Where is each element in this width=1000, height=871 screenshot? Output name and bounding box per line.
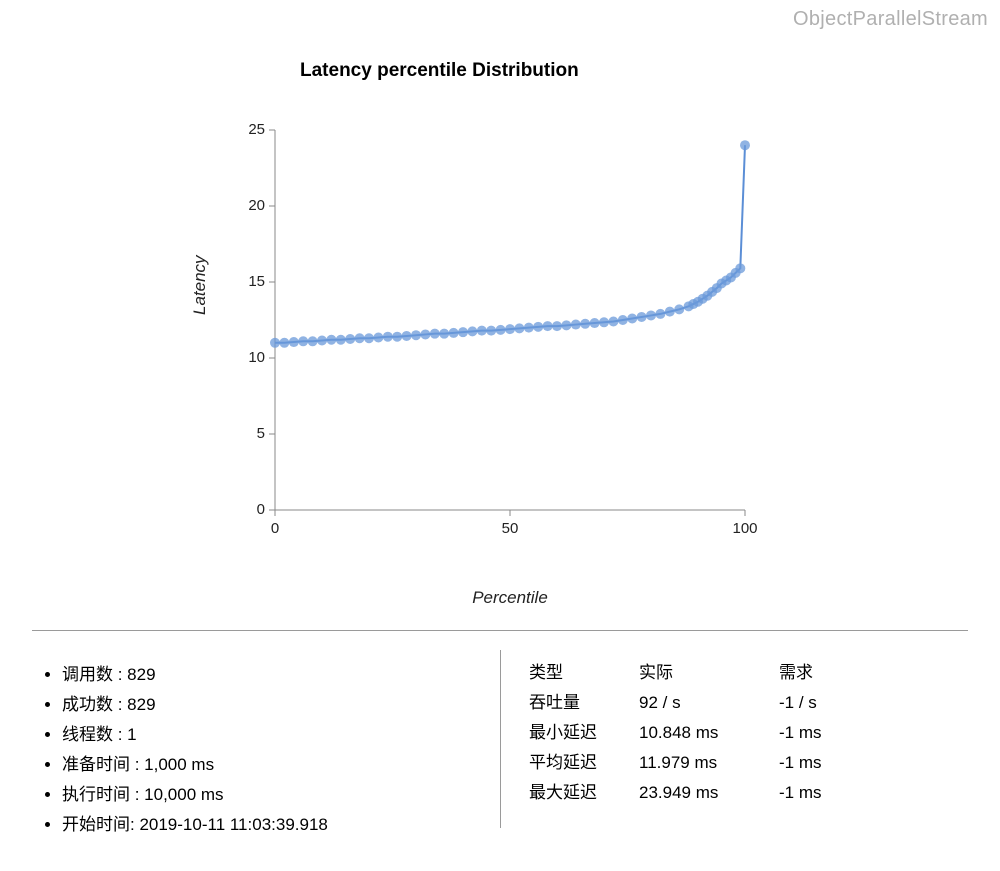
stats-item: 准备时间 : 1,000 ms bbox=[62, 750, 440, 780]
table-cell: 23.949 ms bbox=[639, 778, 779, 808]
stats-item: 调用数 : 829 bbox=[62, 660, 440, 690]
table-cell: -1 ms bbox=[779, 718, 899, 748]
y-tick-label: 25 bbox=[225, 121, 265, 138]
table-cell: 最小延迟 bbox=[529, 718, 639, 748]
chart-plot bbox=[200, 90, 775, 570]
y-tick-label: 0 bbox=[225, 501, 265, 518]
table-header-row: 类型实际需求 bbox=[529, 658, 960, 688]
latency-chart: Latency percentile Distribution Latency … bbox=[200, 60, 820, 620]
table-row: 最大延迟23.949 ms-1 ms bbox=[529, 778, 960, 808]
table-row: 平均延迟11.979 ms-1 ms bbox=[529, 748, 960, 778]
y-tick-label: 20 bbox=[225, 197, 265, 214]
stats-item: 开始时间: 2019-10-11 11:03:39.918 bbox=[62, 810, 440, 840]
table-header-cell: 需求 bbox=[779, 658, 899, 688]
table-cell: 92 / s bbox=[639, 688, 779, 718]
header-label: ObjectParallelStream bbox=[793, 8, 988, 31]
x-tick-label: 100 bbox=[720, 520, 770, 537]
y-tick-label: 5 bbox=[225, 425, 265, 442]
y-tick-label: 15 bbox=[225, 273, 265, 290]
y-tick-label: 10 bbox=[225, 349, 265, 366]
x-axis-label: Percentile bbox=[200, 588, 820, 608]
x-tick-label: 50 bbox=[485, 520, 535, 537]
table-cell: 平均延迟 bbox=[529, 748, 639, 778]
table-cell: 吞吐量 bbox=[529, 688, 639, 718]
table-cell: 10.848 ms bbox=[639, 718, 779, 748]
table-cell: -1 ms bbox=[779, 778, 899, 808]
stats-item: 线程数 : 1 bbox=[62, 720, 440, 750]
stats-list: 调用数 : 829成功数 : 829线程数 : 1准备时间 : 1,000 ms… bbox=[40, 660, 440, 840]
table-cell: -1 ms bbox=[779, 748, 899, 778]
divider bbox=[32, 630, 968, 631]
stats-item: 成功数 : 829 bbox=[62, 690, 440, 720]
x-tick-label: 0 bbox=[250, 520, 300, 537]
table-header-cell: 类型 bbox=[529, 658, 639, 688]
table-header-cell: 实际 bbox=[639, 658, 779, 688]
table-row: 吞吐量92 / s-1 / s bbox=[529, 688, 960, 718]
table-row: 最小延迟10.848 ms-1 ms bbox=[529, 718, 960, 748]
table-cell: -1 / s bbox=[779, 688, 899, 718]
chart-title: Latency percentile Distribution bbox=[300, 60, 820, 82]
table-cell: 最大延迟 bbox=[529, 778, 639, 808]
table-cell: 11.979 ms bbox=[639, 748, 779, 778]
stats-item: 执行时间 : 10,000 ms bbox=[62, 780, 440, 810]
stats-table: 类型实际需求吞吐量92 / s-1 / s最小延迟10.848 ms-1 ms平… bbox=[500, 650, 960, 828]
